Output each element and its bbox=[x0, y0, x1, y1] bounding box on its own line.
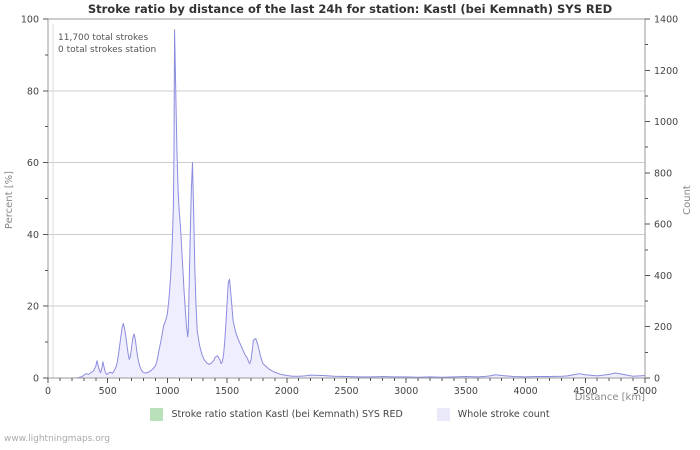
y-axis-left-tick-label: 20 bbox=[27, 302, 39, 313]
y-axis-right-title: Count bbox=[682, 185, 693, 215]
y-axis-right-tick-label: 600 bbox=[654, 220, 672, 231]
x-axis-tick-label: 500 bbox=[99, 386, 117, 397]
y-axis-right-tick-label: 800 bbox=[654, 168, 672, 179]
gridlines bbox=[48, 18, 645, 379]
y-axis-right-tick-label: 0 bbox=[654, 374, 660, 385]
y-axis-right-tick-label: 1200 bbox=[654, 66, 678, 77]
y-axis-right-tick-label: 400 bbox=[654, 271, 672, 282]
watermark: www.lightningmaps.org bbox=[4, 434, 110, 444]
legend-label-count: Whole stroke count bbox=[457, 409, 550, 420]
data-series-layer bbox=[48, 29, 646, 379]
x-axis-tick-label: 2500 bbox=[334, 386, 358, 397]
y-axis-left-tick-label: 0 bbox=[33, 374, 39, 385]
x-axis-tick-label: 5000 bbox=[633, 386, 657, 397]
axes-layer bbox=[47, 18, 646, 379]
x-axis-tick-label: 4500 bbox=[573, 386, 597, 397]
x-axis-tick-label: 4000 bbox=[514, 386, 538, 397]
legend-item-ratio[interactable]: Stroke ratio station Kastl (bei Kemnath)… bbox=[150, 408, 403, 421]
annotation-total-strokes: 11,700 total strokes bbox=[58, 33, 148, 43]
y-axis-left-tick-label: 40 bbox=[27, 230, 39, 241]
y-axis-left-tick-label: 80 bbox=[27, 86, 39, 97]
legend-label-ratio: Stroke ratio station Kastl (bei Kemnath)… bbox=[171, 409, 403, 420]
annotation-station-strokes: 0 total strokes station bbox=[58, 45, 156, 55]
chart-title: Stroke ratio by distance of the last 24h… bbox=[87, 2, 613, 16]
chart-legend: Stroke ratio station Kastl (bei Kemnath)… bbox=[0, 408, 700, 421]
ticks-layer bbox=[43, 18, 650, 383]
x-axis-tick-label: 3000 bbox=[394, 386, 418, 397]
legend-item-count[interactable]: Whole stroke count bbox=[436, 408, 550, 421]
x-axis-tick-label: 0 bbox=[45, 386, 51, 397]
legend-swatch-ratio bbox=[150, 408, 164, 421]
x-axis-tick-label: 3500 bbox=[454, 386, 478, 397]
x-axis-tick-label: 1000 bbox=[155, 386, 179, 397]
x-axis-title: Distance [km] bbox=[575, 392, 645, 403]
y-axis-right-tick-label: 1400 bbox=[654, 15, 678, 26]
x-axis-tick-label: 2000 bbox=[275, 386, 299, 397]
legend-swatch-count bbox=[436, 408, 450, 421]
y-axis-right-tick-label: 1000 bbox=[654, 117, 678, 128]
x-axis-tick-label: 1500 bbox=[215, 386, 239, 397]
y-axis-left-tick-label: 100 bbox=[21, 15, 39, 26]
y-axis-left-tick-label: 60 bbox=[27, 158, 39, 169]
y-axis-right-tick-label: 200 bbox=[654, 322, 672, 333]
y-axis-left-title: Percent [%] bbox=[4, 171, 15, 229]
